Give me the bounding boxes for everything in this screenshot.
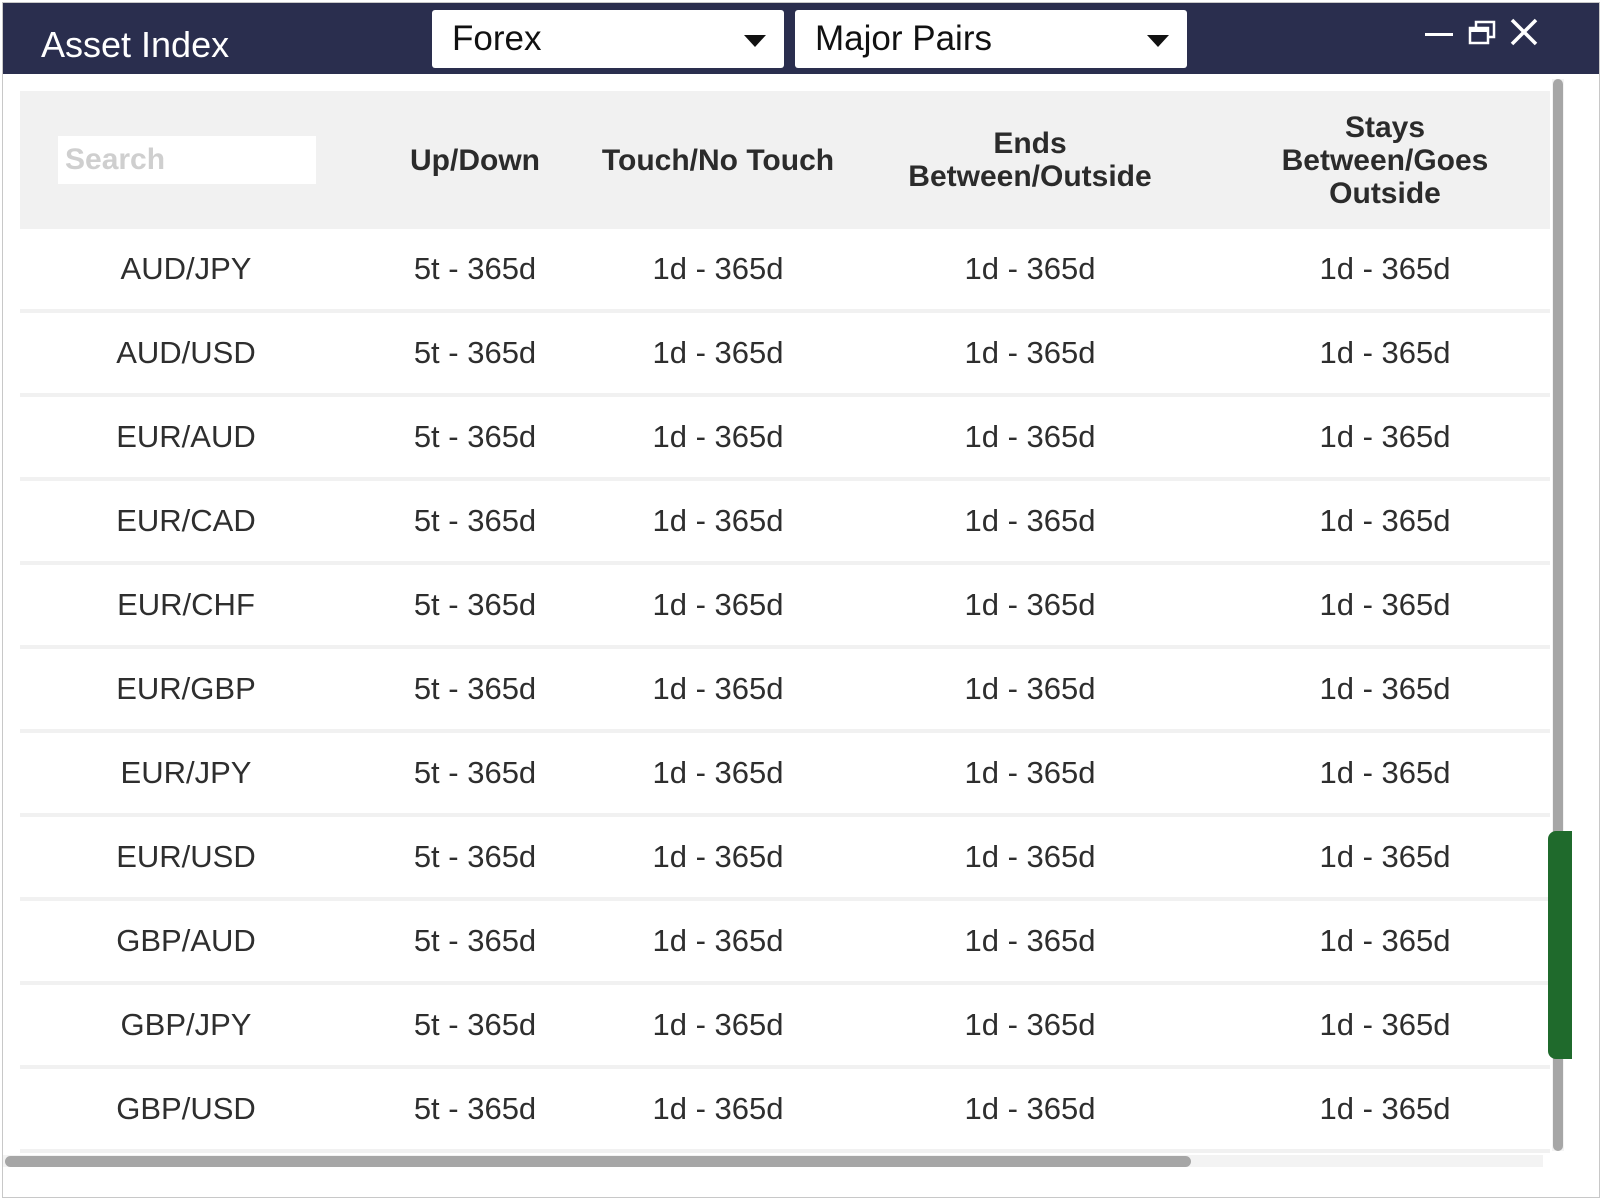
ends-between-outside-cell: 1d - 365d: [964, 503, 1096, 538]
asset-name-cell: EUR/JPY: [120, 755, 252, 790]
table-row[interactable]: AUD/JPY 5t - 365d 1d - 365d 1d - 365d 1d…: [20, 229, 1550, 313]
asset-name-cell: AUD/USD: [116, 335, 256, 370]
asset-name-cell: GBP/JPY: [120, 1007, 252, 1042]
ends-between-outside-cell: 1d - 365d: [964, 923, 1096, 958]
stays-between-goes-outside-cell: 1d - 365d: [1319, 503, 1451, 538]
minimize-icon[interactable]: [1422, 15, 1456, 49]
touch-no-touch-cell: 1d - 365d: [652, 251, 784, 286]
chevron-down-icon: [1147, 35, 1169, 47]
submarket-dropdown-value: Major Pairs: [815, 19, 992, 58]
up-down-cell: 5t - 365d: [413, 251, 537, 286]
ends-between-outside-cell: 1d - 365d: [964, 251, 1096, 286]
ends-between-outside-cell: 1d - 365d: [964, 587, 1096, 622]
up-down-cell: 5t - 365d: [413, 839, 537, 874]
touch-no-touch-cell: 1d - 365d: [652, 671, 784, 706]
table-row[interactable]: AUD/USD 5t - 365d 1d - 365d 1d - 365d 1d…: [20, 313, 1550, 397]
close-icon[interactable]: [1507, 15, 1541, 49]
touch-no-touch-cell: 1d - 365d: [652, 1091, 784, 1126]
stays-between-goes-outside-cell: 1d - 365d: [1319, 755, 1451, 790]
touch-no-touch-cell: 1d - 365d: [652, 839, 784, 874]
up-down-cell: 5t - 365d: [413, 923, 537, 958]
market-dropdown[interactable]: Forex: [432, 10, 784, 68]
asset-name-cell: AUD/JPY: [120, 251, 252, 286]
table-row[interactable]: EUR/JPY 5t - 365d 1d - 365d 1d - 365d 1d…: [20, 733, 1550, 817]
submarket-dropdown[interactable]: Major Pairs: [795, 10, 1187, 68]
asset-name-cell: EUR/GBP: [116, 671, 256, 706]
table-row[interactable]: EUR/AUD 5t - 365d 1d - 365d 1d - 365d 1d…: [20, 397, 1550, 481]
up-down-cell: 5t - 365d: [413, 335, 537, 370]
up-down-cell: 5t - 365d: [413, 1007, 537, 1042]
up-down-cell: 5t - 365d: [413, 755, 537, 790]
chevron-down-icon: [744, 35, 766, 47]
asset-name-cell: GBP/AUD: [116, 923, 256, 958]
column-header-up-down: Up/Down: [410, 143, 540, 177]
ends-between-outside-cell: 1d - 365d: [964, 1007, 1096, 1042]
market-dropdown-value: Forex: [452, 19, 542, 58]
up-down-cell: 5t - 365d: [413, 503, 537, 538]
up-down-cell: 5t - 365d: [413, 1091, 537, 1126]
touch-no-touch-cell: 1d - 365d: [652, 587, 784, 622]
stays-between-goes-outside-cell: 1d - 365d: [1319, 1007, 1451, 1042]
table-row[interactable]: GBP/AUD 5t - 365d 1d - 365d 1d - 365d 1d…: [20, 901, 1550, 985]
touch-no-touch-cell: 1d - 365d: [652, 1007, 784, 1042]
touch-no-touch-cell: 1d - 365d: [652, 755, 784, 790]
horizontal-scrollbar[interactable]: [3, 1155, 1543, 1167]
stays-between-goes-outside-cell: 1d - 365d: [1319, 839, 1451, 874]
column-header-stays-between-goes-outside: Stays Between/Goes Outside: [1281, 110, 1489, 210]
title-bar[interactable]: Asset Index Forex Major Pairs: [3, 3, 1599, 74]
ends-between-outside-cell: 1d - 365d: [964, 1091, 1096, 1126]
up-down-cell: 5t - 365d: [413, 419, 537, 454]
touch-no-touch-cell: 1d - 365d: [652, 419, 784, 454]
touch-no-touch-cell: 1d - 365d: [652, 503, 784, 538]
ends-between-outside-cell: 1d - 365d: [964, 671, 1096, 706]
table-row[interactable]: GBP/USD 5t - 365d 1d - 365d 1d - 365d 1d…: [20, 1069, 1550, 1153]
table-row[interactable]: EUR/CHF 5t - 365d 1d - 365d 1d - 365d 1d…: [20, 565, 1550, 649]
table-row[interactable]: GBP/JPY 5t - 365d 1d - 365d 1d - 365d 1d…: [20, 985, 1550, 1069]
stays-between-goes-outside-cell: 1d - 365d: [1319, 671, 1451, 706]
ends-between-outside-cell: 1d - 365d: [964, 419, 1096, 454]
column-header-ends-between-outside: Ends Between/Outside: [908, 127, 1152, 193]
stays-between-goes-outside-cell: 1d - 365d: [1319, 419, 1451, 454]
asset-name-cell: EUR/AUD: [116, 419, 256, 454]
horizontal-scrollbar-thumb[interactable]: [5, 1156, 1191, 1167]
stays-between-goes-outside-cell: 1d - 365d: [1319, 923, 1451, 958]
window-title: Asset Index: [41, 24, 230, 65]
stays-between-goes-outside-cell: 1d - 365d: [1319, 251, 1451, 286]
up-down-cell: 5t - 365d: [413, 671, 537, 706]
touch-no-touch-cell: 1d - 365d: [652, 335, 784, 370]
asset-name-cell: EUR/USD: [116, 839, 256, 874]
ends-between-outside-cell: 1d - 365d: [964, 335, 1096, 370]
table-header: Up/Down Touch/No Touch Ends Between/Outs…: [20, 91, 1550, 229]
stays-between-goes-outside-cell: 1d - 365d: [1319, 335, 1451, 370]
stays-between-goes-outside-cell: 1d - 365d: [1319, 1091, 1451, 1126]
vertical-scrollbar-thumb[interactable]: [1553, 79, 1563, 1151]
up-down-cell: 5t - 365d: [413, 587, 537, 622]
table-row[interactable]: EUR/CAD 5t - 365d 1d - 365d 1d - 365d 1d…: [20, 481, 1550, 565]
table-row[interactable]: EUR/USD 5t - 365d 1d - 365d 1d - 365d 1d…: [20, 817, 1550, 901]
ends-between-outside-cell: 1d - 365d: [964, 755, 1096, 790]
table-row[interactable]: EUR/GBP 5t - 365d 1d - 365d 1d - 365d 1d…: [20, 649, 1550, 733]
side-tab[interactable]: [1548, 831, 1572, 1059]
column-header-touch-no-touch: Touch/No Touch: [601, 143, 835, 177]
restore-icon[interactable]: [1465, 15, 1499, 49]
asset-name-cell: GBP/USD: [116, 1091, 256, 1126]
touch-no-touch-cell: 1d - 365d: [652, 923, 784, 958]
asset-name-cell: EUR/CAD: [116, 503, 256, 538]
table-body: AUD/JPY 5t - 365d 1d - 365d 1d - 365d 1d…: [20, 229, 1550, 1153]
asset-table: Up/Down Touch/No Touch Ends Between/Outs…: [20, 91, 1550, 1169]
ends-between-outside-cell: 1d - 365d: [964, 839, 1096, 874]
search-input[interactable]: [58, 136, 316, 184]
stays-between-goes-outside-cell: 1d - 365d: [1319, 587, 1451, 622]
asset-name-cell: EUR/CHF: [117, 587, 255, 622]
